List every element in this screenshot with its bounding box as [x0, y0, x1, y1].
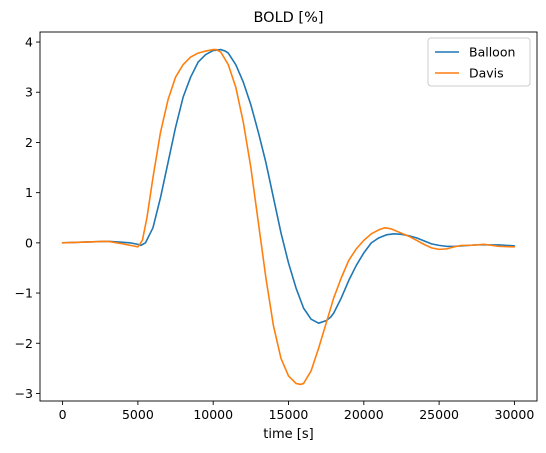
x-tick-label: 25000 — [419, 407, 459, 422]
axes: 0 5000 10000 15000 20000 25000 30000 −3 −2 −1 0 1 2 3… — [15, 31, 538, 422]
chart-title: BOLD [%] — [253, 10, 323, 26]
series-line-davis — [61, 48, 516, 386]
y-tick-label: 1 — [25, 185, 33, 200]
legend-box — [427, 37, 531, 87]
y-tick-label: 0 — [25, 235, 33, 250]
x-tick-label: 10000 — [193, 407, 233, 422]
y-tick-label: −2 — [15, 336, 33, 351]
y-tick-label: 3 — [25, 85, 33, 100]
y-tick-label: 4 — [25, 35, 33, 50]
legend-label-davis: Davis — [469, 66, 504, 81]
series-line-balloon — [61, 48, 516, 324]
x-tick-label: 30000 — [495, 407, 535, 422]
x-tick-label: 0 — [59, 407, 67, 422]
y-tick-label: 2 — [25, 135, 33, 150]
legend-label-balloon: Balloon — [469, 45, 515, 60]
x-tick-label: 15000 — [269, 407, 309, 422]
y-tick-label: −1 — [15, 286, 33, 301]
x-tick-label: 20000 — [344, 407, 384, 422]
y-tick-label: −3 — [15, 386, 33, 401]
legend: Balloon Davis — [427, 37, 531, 87]
x-tick-label: 5000 — [122, 407, 154, 422]
plot-content — [61, 48, 516, 386]
x-axis-label: time [s] — [263, 427, 313, 442]
